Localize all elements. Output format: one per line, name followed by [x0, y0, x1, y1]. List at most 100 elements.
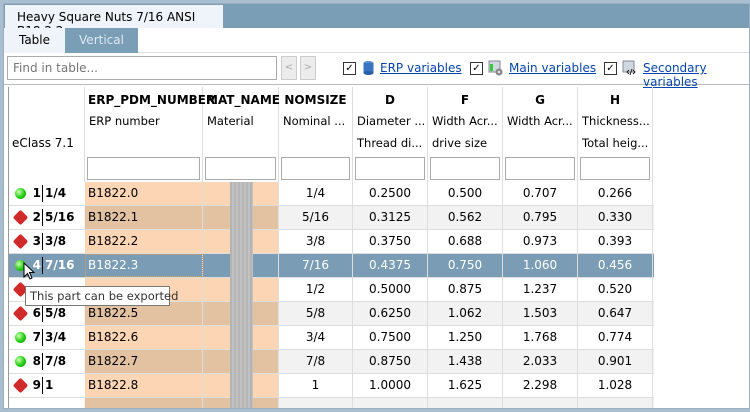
cell-d[interactable]: 0.8750	[353, 350, 428, 373]
cell-d[interactable]: 0.4375	[353, 254, 428, 277]
cell-f[interactable]: 1.438	[428, 350, 503, 373]
document-tab[interactable]: Heavy Square Nuts 7/16 ANSI B18.2.2	[5, 5, 223, 38]
cell-nomsize[interactable]: 3/4	[279, 326, 353, 349]
secondary-variables-checkbox[interactable]: ✓	[604, 62, 617, 75]
column-header-nomsize[interactable]: NOMSIZE Nominal ...	[279, 87, 353, 182]
tab-table[interactable]: Table	[4, 28, 65, 53]
cell-f[interactable]: 0.500	[428, 182, 503, 205]
cell-mat[interactable]	[203, 278, 279, 302]
cell-erp[interactable]: B1822.2	[85, 230, 203, 253]
cell-h[interactable]: 0.647	[578, 302, 653, 325]
cell-h[interactable]: 1.028	[578, 374, 653, 397]
cell-mat[interactable]	[203, 326, 279, 350]
cell-g[interactable]: 0.795	[503, 206, 578, 229]
cell-d[interactable]	[353, 398, 428, 408]
row-header[interactable]	[9, 398, 84, 408]
cell-nomsize[interactable]: 1/4	[279, 182, 353, 205]
cell-nomsize[interactable]: 5/16	[279, 206, 353, 229]
column-filter-input[interactable]	[205, 157, 276, 180]
cell-erp[interactable]: B1822.5	[85, 302, 203, 325]
cell-g[interactable]: 0.973	[503, 230, 578, 253]
table-row[interactable]	[9, 398, 654, 408]
cell-d[interactable]: 1.0000	[353, 374, 428, 397]
column-header-erp_pdm_number[interactable]: ERP_PDM_NUMBER ERP number	[85, 87, 215, 182]
table-row[interactable]: 8 7/8 B1822.7 7/8 0.8750 1.438 2.033 0.901	[9, 350, 654, 374]
row-header[interactable]: 6 5/8	[9, 302, 84, 325]
table-row[interactable]: 6 5/8 B1822.5 5/8 0.6250 1.062 1.503 0.647	[9, 302, 654, 326]
cell-h[interactable]: 0.901	[578, 350, 653, 373]
prev-button[interactable]: <	[281, 56, 297, 80]
cell-f[interactable]: 0.750	[428, 254, 503, 277]
table-row[interactable]: 2 5/16 B1822.1 5/16 0.3125 0.562 0.795 0.330	[9, 206, 654, 230]
cell-mat[interactable]	[203, 254, 279, 278]
cell-f[interactable]: 1.062	[428, 302, 503, 325]
cell-mat[interactable]	[203, 302, 279, 326]
cell-h[interactable]: 0.393	[578, 230, 653, 253]
column-header-d[interactable]: D Diameter ... Thread di...	[353, 87, 428, 182]
cell-g[interactable]: 1.060	[503, 254, 578, 277]
cell-nomsize[interactable]: 7/16	[279, 254, 353, 277]
cell-nomsize[interactable]: 7/8	[279, 350, 353, 373]
column-header-g[interactable]: G Width Acr...	[503, 87, 578, 182]
column-filter-input[interactable]	[281, 157, 350, 180]
row-header[interactable]: 8 7/8	[9, 350, 84, 373]
next-button[interactable]: >	[300, 56, 316, 80]
cell-f[interactable]: 1.625	[428, 374, 503, 397]
cell-erp[interactable]: B1822.1	[85, 206, 203, 229]
column-header-mat_name[interactable]: MAT_NAME Material	[203, 87, 280, 182]
cell-d[interactable]: 0.5000	[353, 278, 428, 301]
row-header[interactable]: 2 5/16	[9, 206, 84, 229]
cell-f[interactable]	[428, 398, 503, 408]
cell-erp[interactable]: B1822.3	[85, 254, 203, 277]
cell-g[interactable]: 1.768	[503, 326, 578, 349]
find-in-table-input[interactable]	[7, 56, 277, 80]
column-filter-input[interactable]	[580, 157, 650, 180]
cell-erp[interactable]	[85, 398, 203, 408]
main-variables-checkbox[interactable]: ✓	[470, 62, 483, 75]
cell-g[interactable]: 0.707	[503, 182, 578, 205]
cell-g[interactable]: 2.298	[503, 374, 578, 397]
cell-d[interactable]: 0.2500	[353, 182, 428, 205]
cell-h[interactable]: 0.520	[578, 278, 653, 301]
cell-mat[interactable]	[203, 350, 279, 374]
tab-vertical[interactable]: Vertical	[65, 28, 138, 53]
table-row[interactable]: 1 1/4 B1822.0 1/4 0.2500 0.500 0.707 0.266	[9, 182, 654, 206]
cell-mat[interactable]	[203, 182, 279, 206]
cell-h[interactable]	[578, 398, 653, 408]
cell-d[interactable]: 0.7500	[353, 326, 428, 349]
row-header[interactable]: 1 1/4	[9, 182, 84, 205]
cell-erp[interactable]: B1822.7	[85, 350, 203, 373]
table-row[interactable]: 3 3/8 B1822.2 3/8 0.3750 0.688 0.973 0.393	[9, 230, 654, 254]
column-filter-input[interactable]	[430, 157, 500, 180]
cell-mat[interactable]	[203, 230, 279, 254]
cell-d[interactable]: 0.6250	[353, 302, 428, 325]
cell-erp[interactable]: B1822.8	[85, 374, 203, 397]
cell-g[interactable]	[503, 398, 578, 408]
table-row[interactable]: 4 7/16 B1822.3 7/16 0.4375 0.750 1.060 0.456	[9, 254, 654, 278]
cell-nomsize[interactable]: 5/8	[279, 302, 353, 325]
erp-variables-link[interactable]: ERP variables	[380, 61, 462, 75]
column-header-f[interactable]: F Width Acr... drive size	[428, 87, 503, 182]
erp-variables-checkbox[interactable]: ✓	[343, 62, 356, 75]
cell-nomsize[interactable]: 3/8	[279, 230, 353, 253]
cell-h[interactable]: 0.456	[578, 254, 653, 277]
column-filter-input[interactable]	[355, 157, 425, 180]
cell-nomsize[interactable]: 1	[279, 374, 353, 397]
cell-erp[interactable]: B1822.0	[85, 182, 203, 205]
column-filter-input[interactable]	[87, 157, 200, 180]
cell-erp[interactable]: B1822.6	[85, 326, 203, 349]
cell-mat[interactable]	[203, 398, 279, 408]
cell-g[interactable]: 1.237	[503, 278, 578, 301]
cell-h[interactable]: 0.330	[578, 206, 653, 229]
cell-f[interactable]: 0.875	[428, 278, 503, 301]
table-row[interactable]: 9 1 B1822.8 1 1.0000 1.625 2.298 1.028	[9, 374, 654, 398]
cell-h[interactable]: 0.266	[578, 182, 653, 205]
column-header-h[interactable]: H Thickness... Total heig...	[578, 87, 653, 182]
cell-h[interactable]: 0.774	[578, 326, 653, 349]
row-header[interactable]: 4 7/16	[9, 254, 84, 277]
cell-nomsize[interactable]	[279, 398, 353, 408]
main-variables-link[interactable]: Main variables	[509, 61, 597, 75]
cell-d[interactable]: 0.3125	[353, 206, 428, 229]
row-header[interactable]: 3 3/8	[9, 230, 84, 253]
